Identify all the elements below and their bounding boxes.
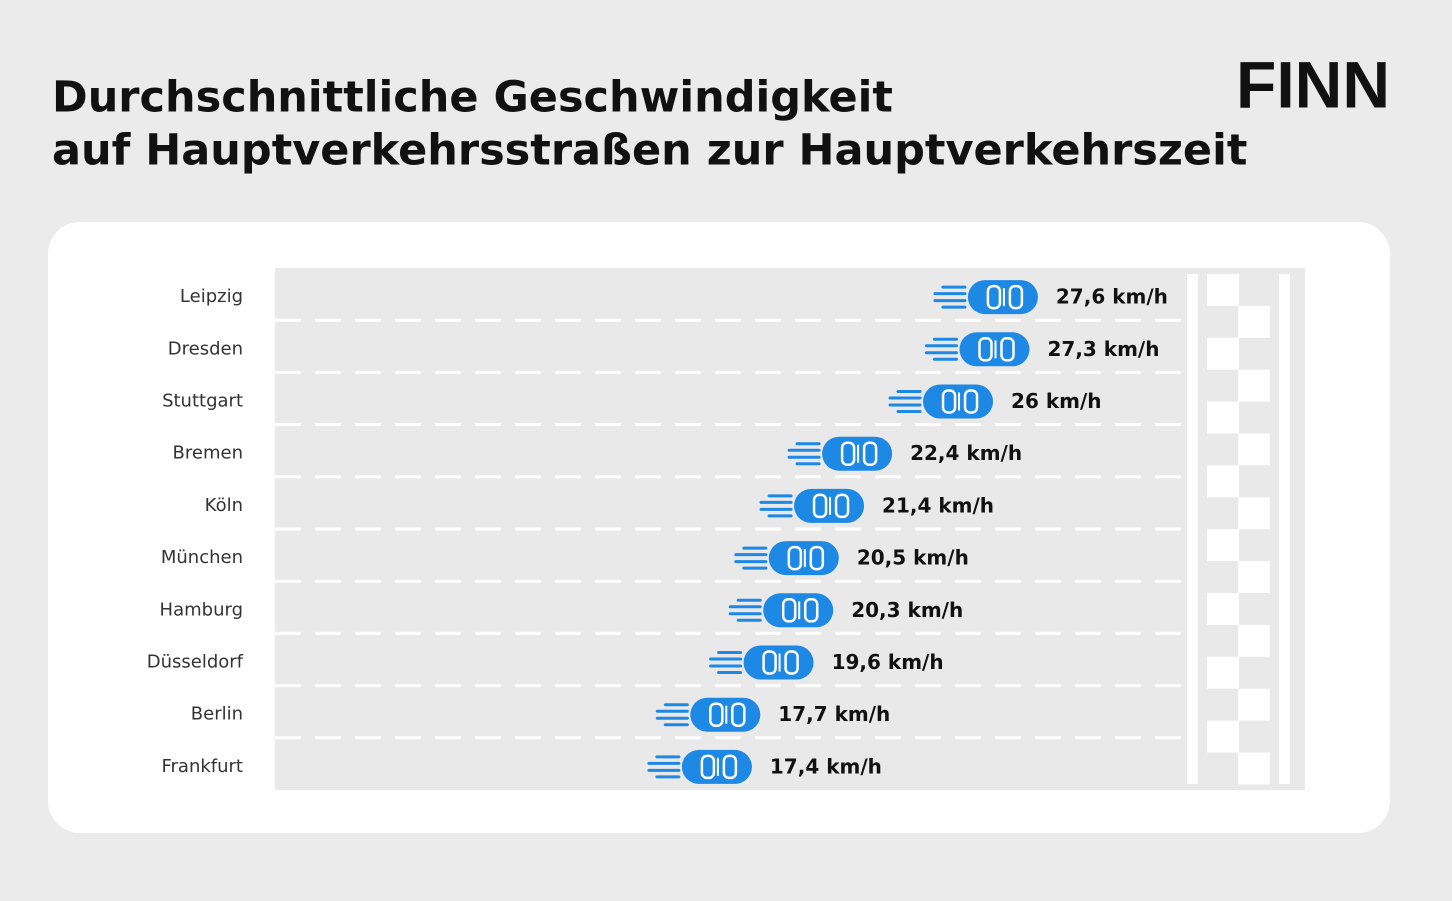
car-window	[834, 493, 850, 519]
car-window	[731, 702, 746, 727]
checker	[1238, 305, 1270, 338]
value-label: 27,6 km/h	[1056, 285, 1168, 309]
chart-title: auf Hauptverkehrsstraßen zur Hauptverkeh…	[52, 126, 1247, 176]
category-label: Stuttgart	[162, 391, 243, 412]
value-label: 21,4 km/h	[882, 493, 994, 517]
finish-bar	[1279, 274, 1290, 784]
checker	[1207, 465, 1239, 498]
checker	[1207, 337, 1239, 370]
car-window	[840, 441, 856, 466]
category-label: Berlin	[191, 704, 243, 725]
checker	[1238, 497, 1270, 530]
car-window	[722, 754, 738, 780]
checker	[1238, 433, 1270, 466]
car-window	[1008, 284, 1024, 310]
checker	[1207, 274, 1239, 306]
checker	[1207, 656, 1239, 689]
checker	[1238, 752, 1270, 785]
category-label: Leipzig	[180, 286, 243, 307]
finish-bar	[1187, 274, 1198, 784]
car-window	[963, 389, 979, 414]
car-window	[709, 702, 724, 727]
value-label: 20,5 km/h	[857, 546, 969, 570]
car-window	[809, 545, 825, 571]
car	[959, 332, 1030, 367]
car-window	[762, 650, 777, 675]
car-window	[700, 754, 716, 780]
category-label: Düsseldorf	[147, 652, 244, 673]
checker	[1238, 369, 1270, 402]
category-label: Hamburg	[160, 599, 243, 620]
car-window	[862, 441, 878, 466]
category-label: München	[161, 547, 243, 568]
car-window	[784, 650, 799, 675]
checker	[1238, 561, 1270, 593]
value-label: 20,3 km/h	[851, 598, 963, 622]
category-label: Dresden	[168, 338, 243, 359]
value-label: 22,4 km/h	[910, 441, 1022, 465]
car-window	[978, 337, 993, 362]
value-label: 19,6 km/h	[832, 650, 944, 674]
car-window	[986, 284, 1002, 310]
checker	[1207, 720, 1239, 753]
value-label: 26 km/h	[1011, 389, 1101, 413]
chart-title: Durchschnittliche Geschwindigkeit	[52, 73, 893, 123]
checker	[1207, 401, 1239, 434]
category-label: Frankfurt	[161, 756, 243, 777]
logo: FINN	[1236, 47, 1390, 121]
checker	[1207, 593, 1239, 625]
value-label: 17,4 km/h	[770, 754, 882, 778]
car-window	[1000, 337, 1015, 362]
value-label: 17,7 km/h	[778, 702, 890, 726]
checker	[1207, 529, 1239, 562]
car-window	[941, 389, 957, 414]
car-window	[787, 545, 803, 571]
checker	[1238, 624, 1270, 657]
car-window	[812, 493, 828, 519]
value-label: 27,3 km/h	[1047, 337, 1159, 361]
category-label: Köln	[205, 495, 243, 516]
car-window	[781, 598, 797, 623]
checker	[1238, 688, 1270, 721]
car-window	[803, 598, 819, 623]
category-label: Bremen	[173, 443, 243, 464]
